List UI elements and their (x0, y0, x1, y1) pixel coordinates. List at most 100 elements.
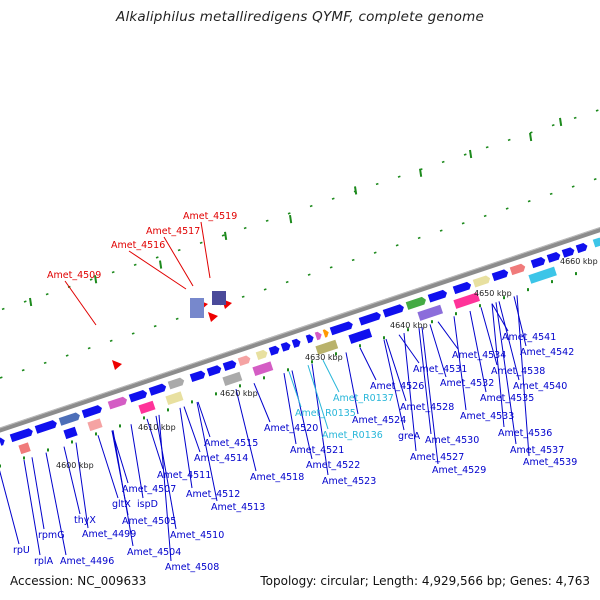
gene-arrow[interactable] (329, 320, 354, 336)
gene-label[interactable]: Amet_4541 (502, 332, 556, 343)
gene-block[interactable] (252, 361, 274, 376)
gene-label[interactable]: Amet_4532 (440, 378, 494, 389)
gene-block[interactable] (528, 266, 557, 284)
gene-label[interactable]: Amet_4537 (510, 445, 564, 456)
gene-label[interactable]: Amet_4539 (523, 457, 577, 468)
gene-label[interactable]: rplA (34, 556, 54, 567)
gene-labels[interactable]: rpU rplA rpmG Amet_4496 thyX Amet_4499 Amet_45… (13, 211, 577, 573)
gene-label[interactable]: Amet_4523 (322, 476, 376, 487)
gene-label[interactable]: Amet_4542 (520, 347, 574, 358)
gene-arrow[interactable] (255, 349, 269, 360)
selected-gene-label[interactable]: Amet_4509 (47, 270, 101, 281)
gene-label[interactable]: Amet_4534 (452, 350, 506, 361)
gene-block[interactable] (18, 442, 31, 455)
gene-arrow[interactable] (128, 389, 149, 403)
gene-arrow[interactable] (34, 419, 58, 434)
gene-label[interactable]: greA (398, 431, 421, 442)
gene-arrow[interactable] (81, 404, 104, 419)
selected-gene-label[interactable]: Amet_4519 (183, 211, 237, 222)
gene-block[interactable] (138, 400, 156, 415)
gene-label[interactable]: thyX (74, 515, 96, 526)
gene-label[interactable]: Amet_4515 (204, 438, 258, 449)
gene-label[interactable]: Amet_4514 (194, 453, 248, 464)
gene-arrow[interactable] (58, 412, 81, 426)
gene-arrow[interactable] (237, 355, 252, 366)
gene-arrow[interactable] (189, 370, 207, 382)
gene-arrow[interactable] (491, 268, 510, 282)
gene-label[interactable]: Amet_4521 (290, 445, 344, 456)
gene-label[interactable]: Amet_4526 (370, 381, 424, 392)
gene-block[interactable] (453, 292, 480, 309)
gene-arrow[interactable] (427, 289, 449, 303)
gene-block[interactable] (87, 418, 103, 432)
gene-label[interactable]: gltX (112, 499, 131, 510)
gene-label[interactable]: Amet_4540 (513, 381, 567, 392)
gene-arrow[interactable] (268, 345, 281, 356)
gene-label[interactable]: Amet_R0136 (322, 430, 383, 441)
gene-features[interactable] (0, 237, 600, 455)
gene-label[interactable]: Amet_4535 (480, 393, 534, 404)
selected-gene-block[interactable] (212, 291, 226, 305)
selected-gene-marker[interactable] (208, 312, 218, 322)
gene-arrow[interactable] (472, 275, 492, 288)
gene-arrow[interactable] (546, 251, 562, 263)
gene-label[interactable]: Amet_4511 (157, 470, 211, 481)
gene-label[interactable]: Amet_4522 (306, 460, 360, 471)
selected-gene-label[interactable]: Amet_4517 (146, 226, 200, 237)
gene-label[interactable]: Amet_4520 (264, 423, 318, 434)
gene-block[interactable] (63, 426, 78, 440)
gene-arrow[interactable] (9, 427, 34, 443)
gene-label[interactable]: Amet_4512 (186, 489, 240, 500)
gene-label[interactable]: Amet_4524 (352, 415, 406, 426)
gene-arrow[interactable] (167, 377, 186, 390)
gene-arrow[interactable] (206, 364, 223, 377)
gene-arrow[interactable] (575, 242, 589, 254)
gene-arrow[interactable] (0, 437, 6, 446)
gene-arrow[interactable] (291, 338, 302, 348)
gene-block[interactable] (315, 339, 339, 355)
gene-label[interactable]: Amet_4531 (413, 364, 467, 375)
gene-label[interactable]: Amet_4530 (425, 435, 479, 446)
gene-arrow[interactable] (148, 383, 168, 396)
gene-label[interactable]: rpmG (38, 530, 65, 541)
gene-arrow[interactable] (305, 333, 315, 344)
gene-label[interactable]: Amet_4536 (498, 428, 552, 439)
gene-arrow[interactable] (322, 328, 330, 338)
gene-arrow[interactable] (358, 311, 382, 326)
gene-arrow[interactable] (530, 256, 547, 269)
gene-arrow[interactable] (592, 237, 600, 248)
gene-block[interactable] (165, 391, 184, 406)
gene-label[interactable]: Amet_R0137 (333, 393, 394, 404)
gene-label[interactable]: Amet_4507 (122, 484, 176, 495)
gene-arrow[interactable] (107, 396, 129, 410)
gene-label[interactable]: Amet_4508 (165, 562, 219, 573)
gene-label[interactable]: Amet_4505 (122, 516, 176, 527)
gene-arrow[interactable] (382, 303, 405, 318)
gene-label[interactable]: Amet_4527 (410, 452, 464, 463)
gene-label[interactable]: Amet_4529 (432, 465, 486, 476)
gene-label[interactable]: Amet_R0135 (295, 408, 356, 419)
gene-block[interactable] (222, 371, 243, 386)
gene-arrow[interactable] (405, 296, 428, 310)
gene-block[interactable] (417, 304, 444, 321)
gene-label[interactable]: Amet_4499 (82, 529, 136, 540)
selected-gene-block[interactable] (190, 298, 204, 318)
gene-arrow[interactable] (561, 246, 576, 258)
gene-label[interactable]: Amet_4504 (127, 547, 181, 558)
gene-block[interactable] (348, 328, 373, 344)
gene-label[interactable]: Amet_4533 (460, 411, 514, 422)
gene-label[interactable]: Amet_4518 (250, 472, 304, 483)
gene-arrow[interactable] (314, 331, 323, 341)
gene-label[interactable]: Amet_4538 (491, 366, 545, 377)
selected-gene-label[interactable]: Amet_4516 (111, 240, 165, 251)
gene-arrow[interactable] (280, 341, 292, 352)
gene-label[interactable]: Amet_4510 (170, 530, 224, 541)
gene-label[interactable]: Amet_4496 (60, 556, 114, 567)
selected-gene-marker[interactable] (112, 360, 122, 370)
gene-arrow[interactable] (509, 263, 527, 276)
gene-label[interactable]: ispD (137, 499, 158, 510)
gene-arrow[interactable] (452, 281, 473, 295)
gene-label[interactable]: Amet_4528 (400, 402, 454, 413)
gene-label[interactable]: rpU (13, 545, 30, 556)
